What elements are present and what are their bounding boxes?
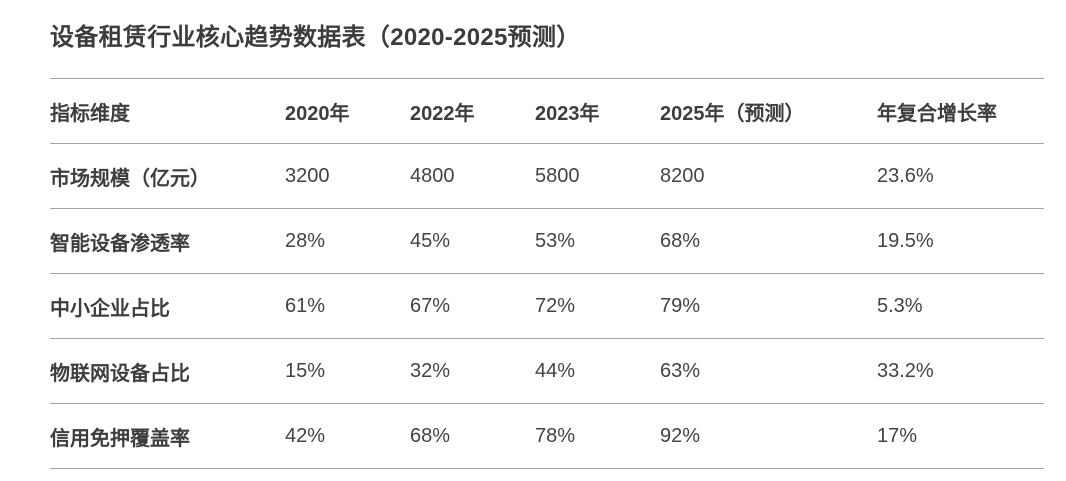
cell-value: 53% [535, 229, 576, 252]
cell-value: 5800 [535, 164, 580, 187]
cell-value: 63% [660, 359, 701, 382]
cell-value: 32% [410, 359, 451, 382]
cell-value: 19.5% [877, 229, 934, 252]
table-row-market-size: 市场规模（亿元） 3200 4800 5800 8200 23.6% [50, 144, 1044, 209]
cell-value: 33.2% [877, 359, 934, 382]
table-row-smart-device-penetration: 智能设备渗透率 28% 45% 53% 68% 19.5% [50, 209, 1044, 274]
cell-value: 8200 [660, 164, 705, 187]
cell-value: 72% [535, 294, 576, 317]
cell-value: 68% [660, 229, 701, 252]
column-header-cagr: 年复合增长率 [877, 102, 997, 125]
cell-value: 79% [660, 294, 701, 317]
row-label: 物联网设备占比 [50, 362, 190, 385]
cell-value: 5.3% [877, 294, 923, 317]
page-title: 设备租赁行业核心趋势数据表（2020-2025预测） [50, 24, 581, 51]
cell-value: 15% [285, 359, 326, 382]
cell-value: 44% [535, 359, 576, 382]
row-label: 智能设备渗透率 [50, 232, 190, 255]
cell-value: 45% [410, 229, 451, 252]
cell-value: 42% [285, 424, 326, 447]
column-header-2023: 2023年 [535, 102, 600, 125]
cell-value: 78% [535, 424, 576, 447]
row-label: 信用免押覆盖率 [50, 427, 190, 450]
cell-value: 92% [660, 424, 701, 447]
cell-value: 17% [877, 424, 918, 447]
column-header-metric: 指标维度 [50, 102, 130, 125]
cell-value: 67% [410, 294, 451, 317]
column-header-2025-forecast: 2025年（预测） [660, 102, 805, 125]
page: 设备租赁行业核心趋势数据表（2020-2025预测） 指标维度 2020年 20… [50, 24, 1044, 469]
table-row-sme-share: 中小企业占比 61% 67% 72% 79% 5.3% [50, 274, 1044, 339]
cell-value: 23.6% [877, 164, 934, 187]
row-label: 中小企业占比 [50, 297, 170, 320]
cell-value: 4800 [410, 164, 455, 187]
cell-value: 3200 [285, 164, 330, 187]
trend-data-table: 指标维度 2020年 2022年 2023年 2025年（预测） 年复合增长率 … [50, 78, 1044, 469]
row-label: 市场规模（亿元） [50, 167, 210, 190]
table-header-row: 指标维度 2020年 2022年 2023年 2025年（预测） 年复合增长率 [50, 78, 1044, 144]
column-header-2022: 2022年 [410, 102, 475, 125]
cell-value: 28% [285, 229, 326, 252]
cell-value: 68% [410, 424, 451, 447]
table-row-credit-deposit-free-coverage: 信用免押覆盖率 42% 68% 78% 92% 17% [50, 404, 1044, 469]
cell-value: 61% [285, 294, 326, 317]
table-row-iot-device-share: 物联网设备占比 15% 32% 44% 63% 33.2% [50, 339, 1044, 404]
column-header-2020: 2020年 [285, 102, 350, 125]
